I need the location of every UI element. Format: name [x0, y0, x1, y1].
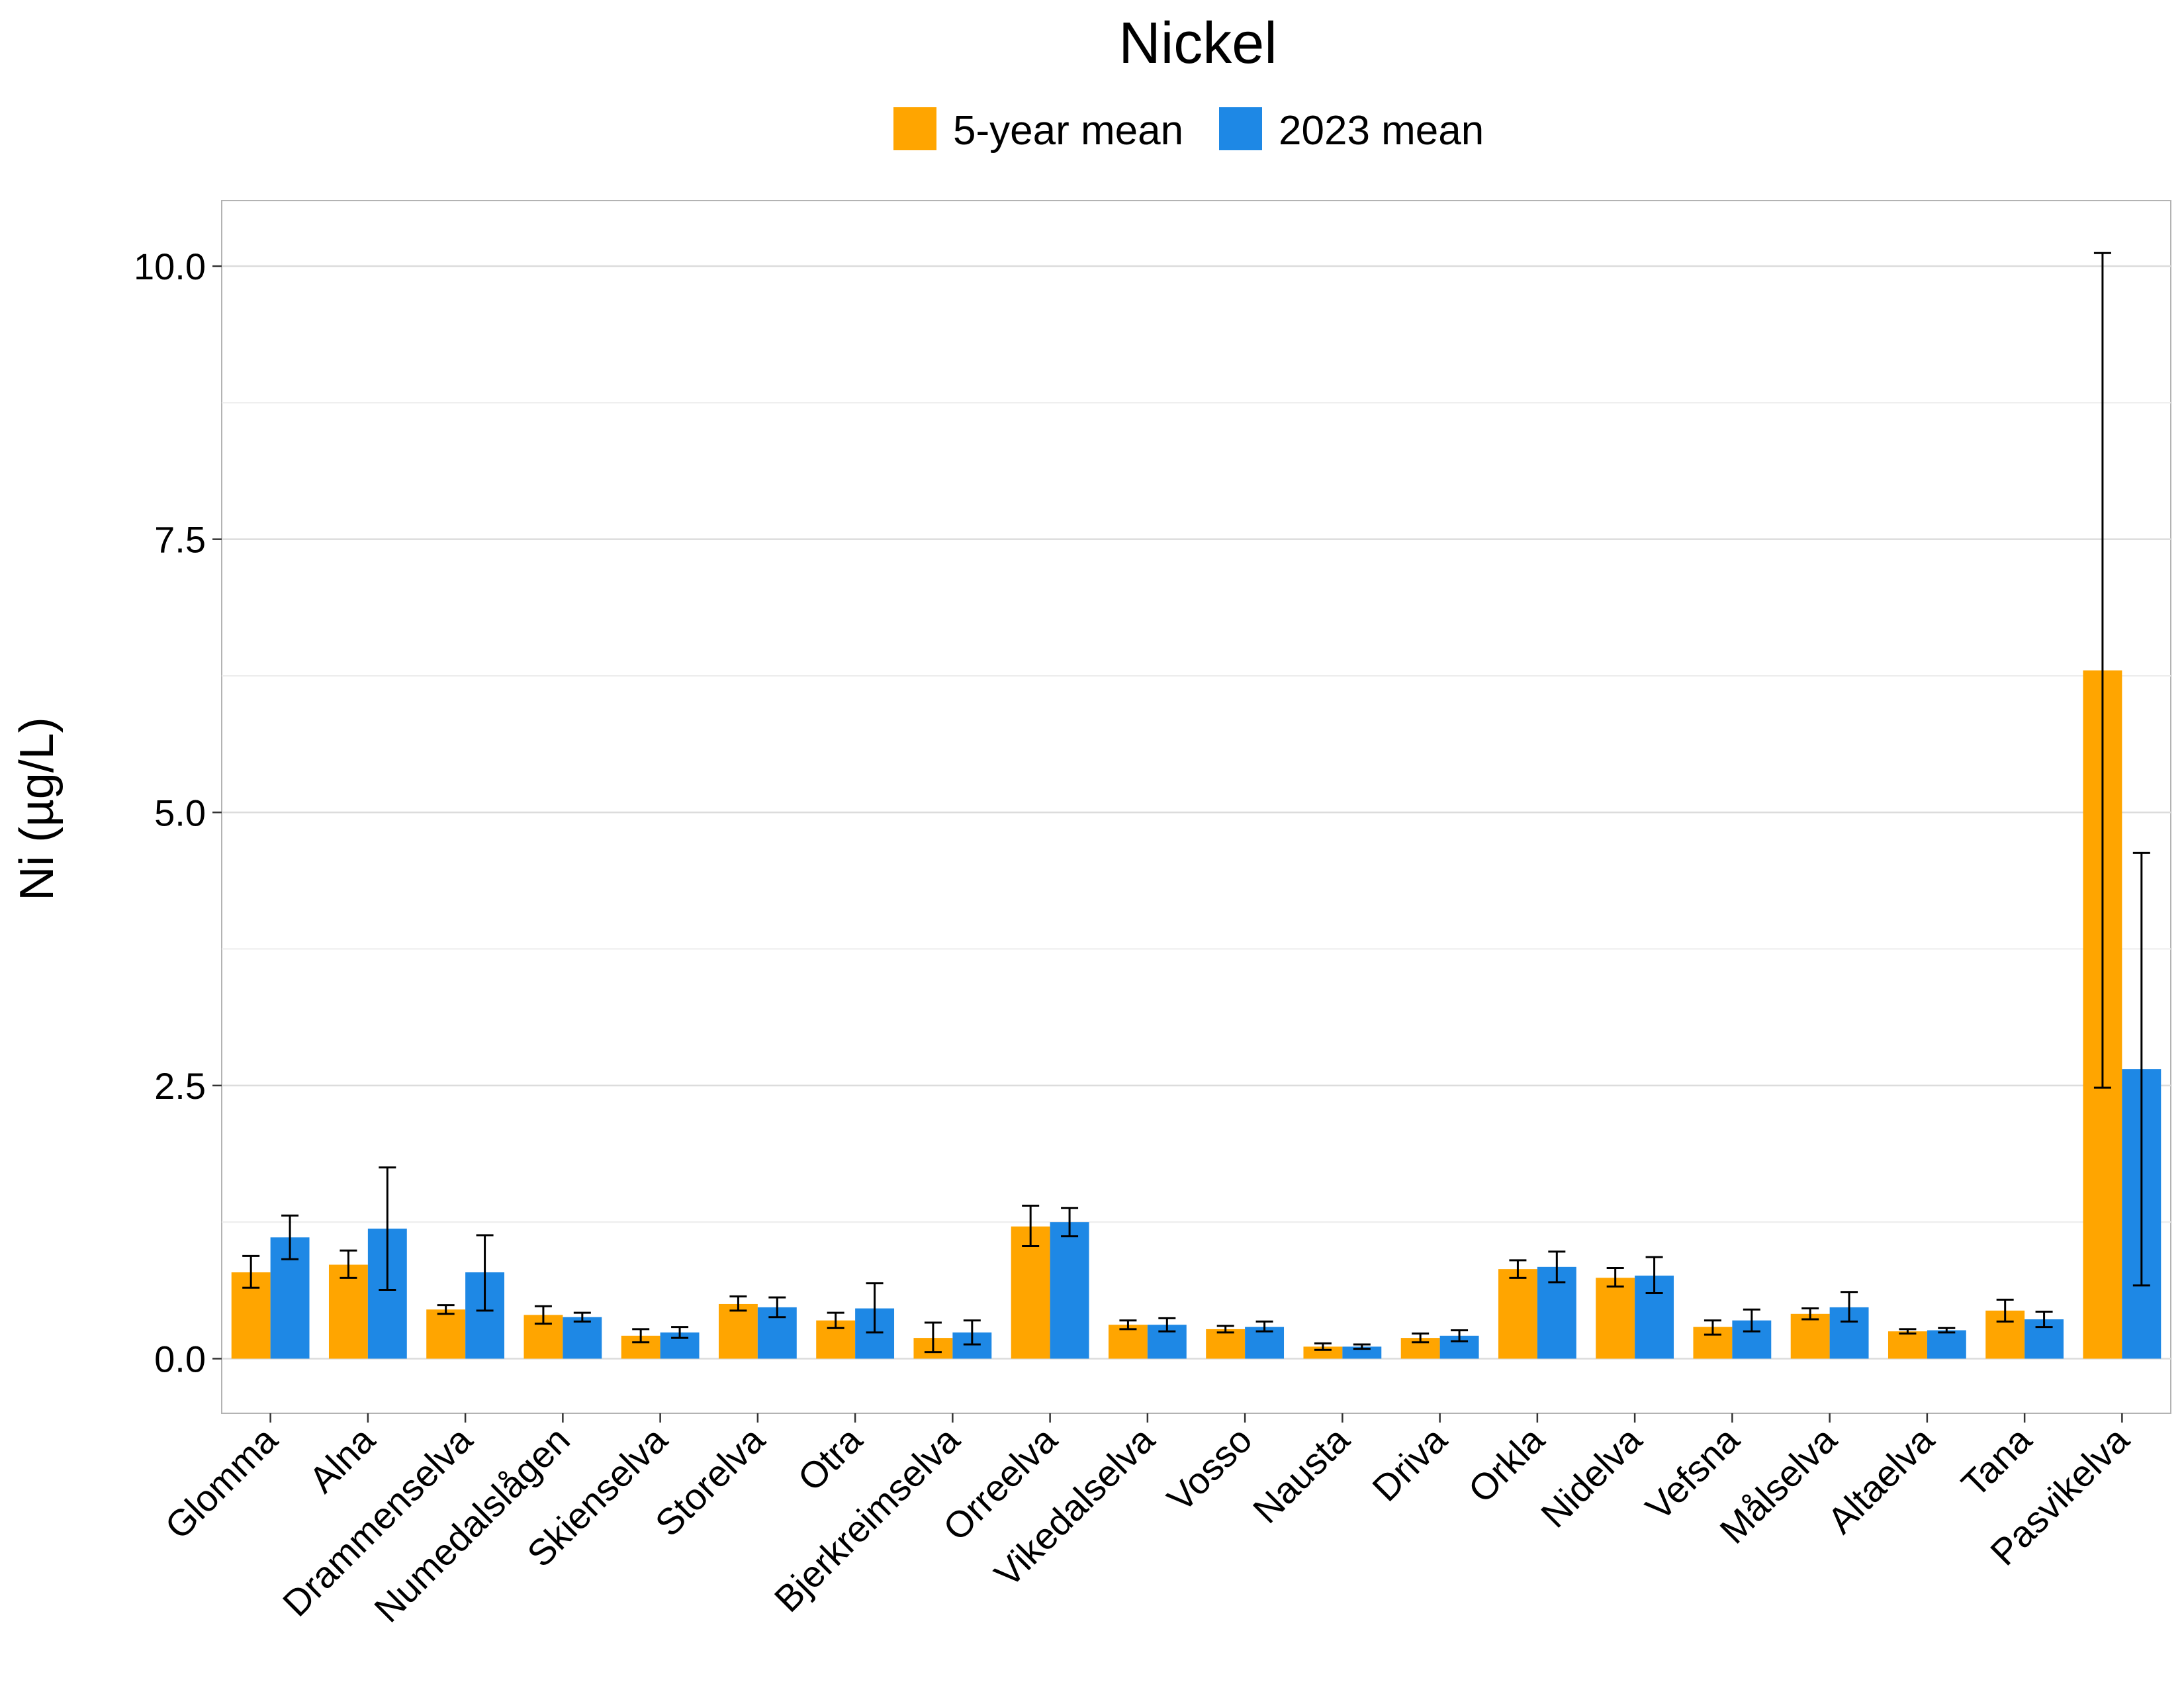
x-tick-label: Storelva	[647, 1418, 773, 1544]
y-tick-label: 7.5	[154, 519, 206, 561]
x-tick-label: Otra	[790, 1418, 870, 1499]
x-tick-label: Tana	[1953, 1418, 2040, 1505]
legend-swatch-2023-mean	[1219, 107, 1262, 150]
x-tick-label: Nausta	[1245, 1418, 1358, 1531]
bar-5-year-mean	[1011, 1226, 1050, 1359]
y-tick-label: 10.0	[134, 246, 206, 287]
bar-5-year-mean	[426, 1309, 466, 1359]
bars	[231, 670, 2161, 1359]
bar-5-year-mean	[1790, 1313, 1830, 1359]
legend-label-2023-mean: 2023 mean	[1279, 108, 1484, 154]
bar-5-year-mean	[1888, 1331, 1927, 1359]
y-axis: 0.0 2.5 5.0 7.5 10.0	[134, 246, 222, 1380]
x-tick-label: Glomma	[157, 1418, 286, 1547]
bar-5-year-mean	[1303, 1346, 1343, 1359]
y-axis-label: Ni (µg/L)	[11, 717, 64, 901]
x-axis: Glomma AlnaDrammenselvaNumedalslågenSkien…	[157, 1413, 2137, 1630]
x-tick-label: Nidelva	[1533, 1418, 1650, 1535]
legend-swatch-5-year-mean	[893, 107, 936, 150]
bar-5-year-mean	[718, 1303, 758, 1359]
y-tick-label: 5.0	[154, 792, 206, 833]
bar-5-year-mean	[1596, 1278, 1635, 1359]
bar-5-year-mean	[1206, 1329, 1246, 1359]
x-tick-label: Vosso	[1159, 1419, 1259, 1519]
bar-2023-mean	[563, 1317, 602, 1359]
bar-2023-mean	[1342, 1346, 1382, 1359]
y-tick-label: 0.0	[154, 1338, 206, 1380]
bar-5-year-mean	[1108, 1325, 1148, 1359]
bar-2023-mean	[1927, 1330, 1966, 1359]
bar-2023-mean	[1050, 1222, 1089, 1359]
x-tick-label: Alna	[301, 1418, 383, 1500]
legend: 5-year mean 2023 mean	[893, 107, 1484, 154]
bar-5-year-mean	[1498, 1269, 1537, 1359]
bar-5-year-mean	[328, 1264, 368, 1359]
chart-title: Nickel	[1118, 10, 1277, 75]
x-tick-label: Driva	[1364, 1418, 1455, 1509]
x-tick-label: Altaelva	[1819, 1418, 1942, 1541]
plot-panel	[221, 200, 2171, 1414]
legend-label-5-year-mean: 5-year mean	[953, 108, 1183, 154]
y-tick-label: 2.5	[154, 1065, 206, 1107]
error-bars	[242, 252, 2150, 1354]
x-tick-label: Orkla	[1460, 1418, 1553, 1511]
